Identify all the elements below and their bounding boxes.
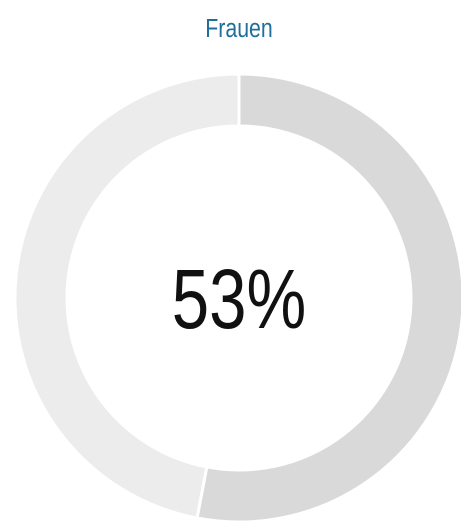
donut-segment bbox=[195, 72, 461, 524]
chart-title: Frauen bbox=[205, 14, 273, 44]
donut-segment bbox=[13, 72, 241, 520]
center-label: 53% bbox=[172, 253, 306, 347]
